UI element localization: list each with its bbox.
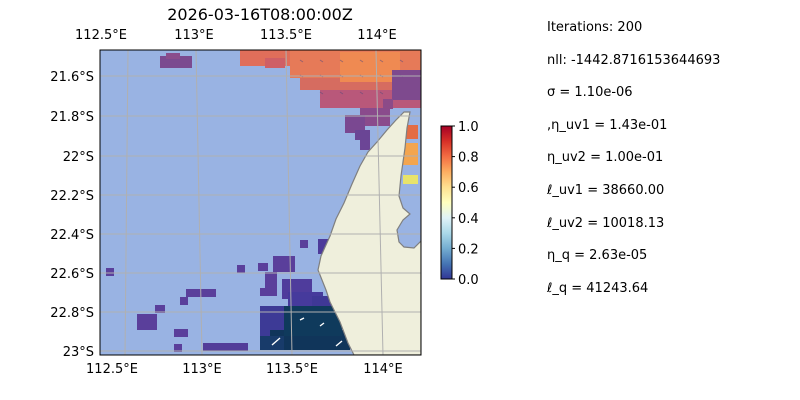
stat-sigma: σ = 1.10e-06 bbox=[547, 85, 633, 101]
stat-eta-uv1: ,η_uv1 = 1.43e-01 bbox=[547, 117, 668, 133]
lon-label-bottom: 113°E bbox=[182, 362, 222, 377]
stat-eta-uv2: η_uv2 = 1.00e-01 bbox=[547, 150, 664, 166]
lat-label: 22.8°S bbox=[50, 306, 94, 321]
lat-labels: 21.6°S 21.8°S 22°S 22.2°S 22.4°S 22.6°S … bbox=[50, 70, 94, 360]
stat-iterations: Iterations: 200 bbox=[547, 20, 643, 35]
lon-label-top: 113.5°E bbox=[260, 28, 312, 43]
lon-label-bottom: 114°E bbox=[363, 362, 403, 377]
colorbar-tick-label: 1.0 bbox=[458, 120, 479, 135]
lon-label-top: 112.5°E bbox=[75, 28, 127, 43]
lat-label: 22.2°S bbox=[50, 189, 94, 204]
stat-nll: nll: -1442.8716153644693 bbox=[547, 52, 721, 68]
lon-label-top: 114°E bbox=[357, 28, 397, 43]
map-frame bbox=[99, 49, 422, 356]
colorbar-tick-label: 0.0 bbox=[458, 273, 479, 288]
stat-ell-uv2: ℓ_uv2 = 10018.13 bbox=[547, 215, 665, 231]
map-gridlines bbox=[100, 50, 421, 355]
stats-panel: Iterations: 200 nll: -1442.8716153644693… bbox=[547, 20, 792, 313]
lon-labels-top: 112.5°E 113°E 113.5°E 114°E bbox=[75, 28, 397, 43]
lon-label-top: 113°E bbox=[174, 28, 214, 43]
colorbar-gradient bbox=[440, 125, 453, 280]
lat-label: 22.6°S bbox=[50, 267, 94, 282]
lon-label-bottom: 112.5°E bbox=[86, 362, 138, 377]
lat-label: 21.6°S bbox=[50, 70, 94, 85]
lat-label: 21.8°S bbox=[50, 110, 94, 125]
stat-ell-q: ℓ_q = 41243.64 bbox=[547, 280, 649, 296]
colorbar-tick-label: 0.8 bbox=[458, 151, 479, 166]
land-mass bbox=[317, 50, 421, 355]
lon-label-bottom: 113.5°E bbox=[266, 362, 318, 377]
stat-eta-q: η_q = 2.63e-05 bbox=[547, 248, 648, 264]
lon-labels-bottom: 112.5°E 113°E 113.5°E 114°E bbox=[86, 362, 403, 377]
stat-ell-uv1: ℓ_uv1 = 38660.00 bbox=[547, 182, 665, 198]
map-title: 2026-03-16T08:00:00Z bbox=[167, 5, 353, 24]
colorbar-tick-label: 0.4 bbox=[458, 212, 479, 227]
lat-label: 22°S bbox=[63, 150, 94, 165]
colorbar: 1.0 0.8 0.6 0.4 0.2 0.0 bbox=[440, 120, 479, 288]
lat-label: 23°S bbox=[63, 345, 94, 360]
lat-label: 22.4°S bbox=[50, 228, 94, 243]
map-area bbox=[100, 50, 421, 355]
current-arrows bbox=[271, 317, 343, 347]
colorbar-tick-label: 0.6 bbox=[458, 181, 479, 196]
colorbar-tick-label: 0.2 bbox=[458, 242, 479, 257]
